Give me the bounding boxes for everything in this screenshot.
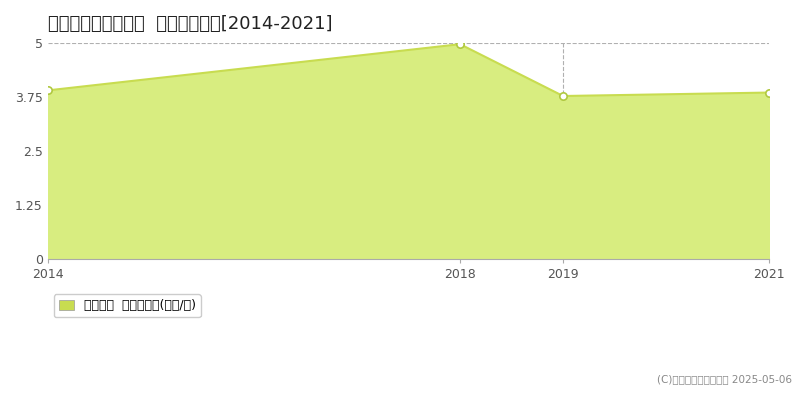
Point	[42, 87, 54, 94]
Point	[762, 89, 775, 96]
Point	[454, 41, 466, 47]
Text: (C)土地価格ドットコム 2025-05-06: (C)土地価格ドットコム 2025-05-06	[657, 374, 792, 384]
Legend: 住宅価格  平均坪単価(万円/坪): 住宅価格 平均坪単価(万円/坪)	[54, 294, 201, 317]
Point	[557, 93, 570, 99]
Text: 多気郡大台町下三瀬  住宅価格推移[2014-2021]: 多気郡大台町下三瀬 住宅価格推移[2014-2021]	[48, 15, 332, 33]
